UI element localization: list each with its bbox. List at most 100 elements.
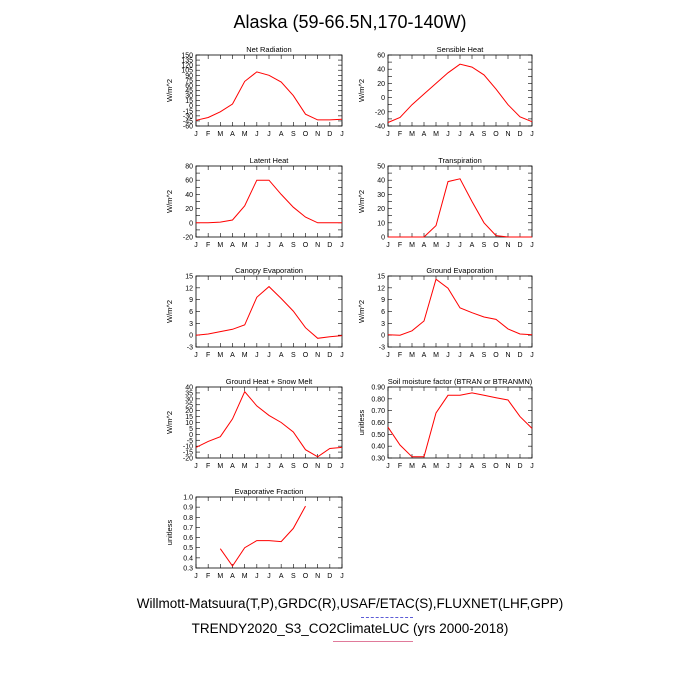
x-tick-label: J xyxy=(340,242,344,249)
x-tick-label: J xyxy=(340,573,344,580)
y-tick-label: 15 xyxy=(377,274,385,281)
x-tick-label: M xyxy=(242,573,248,580)
y-tick-label: 15 xyxy=(185,98,193,105)
x-tick-label: M xyxy=(409,242,415,249)
y-tick-label: 1.0 xyxy=(183,495,193,502)
x-tick-label: N xyxy=(315,131,320,138)
y-tick-label: 9 xyxy=(189,297,193,304)
y-tick-label: 0.50 xyxy=(371,432,385,439)
x-tick-label: N xyxy=(315,242,320,249)
panel-title: Soil moisture factor (BTRAN or BTRANMN) xyxy=(388,377,533,386)
y-tick-label: 75 xyxy=(185,78,193,85)
y-tick-label: 40 xyxy=(185,192,193,199)
y-axis-label: W/m^2 xyxy=(357,79,366,102)
y-tick-label: -10 xyxy=(183,444,193,451)
x-tick-label: S xyxy=(482,463,487,470)
y-axis-label: W/m^2 xyxy=(165,300,174,323)
x-tick-label: J xyxy=(458,131,462,138)
x-tick-label: A xyxy=(279,463,284,470)
x-tick-label: F xyxy=(398,242,402,249)
x-tick-label: J xyxy=(194,573,198,580)
data-series-line xyxy=(219,505,306,567)
y-tick-label: 15 xyxy=(185,414,193,421)
x-tick-label: J xyxy=(267,352,271,359)
plot-frame xyxy=(195,165,343,238)
y-tick-label: -45 xyxy=(183,118,193,125)
x-tick-label: O xyxy=(493,352,499,359)
x-tick-label: A xyxy=(470,242,475,249)
x-tick-label: D xyxy=(327,352,332,359)
x-tick-label: J xyxy=(255,352,259,359)
y-tick-label: -15 xyxy=(183,450,193,457)
y-tick-label: 12 xyxy=(377,285,385,292)
x-tick-label: O xyxy=(303,463,309,470)
x-tick-label: A xyxy=(230,463,235,470)
plot-frame xyxy=(195,54,343,127)
footer-sources: Willmott-Matsuura(T,P),GRDC(R),USAF/ETAC… xyxy=(136,596,564,611)
y-tick-label: 0.5 xyxy=(183,545,193,552)
y-tick-label: 80 xyxy=(185,164,193,171)
panel-title: Net Radiation xyxy=(246,45,291,54)
y-tick-label: 0.3 xyxy=(183,566,193,573)
panel-title: Sensible Heat xyxy=(437,45,485,54)
panel-title: Ground Heat + Snow Melt xyxy=(226,377,313,386)
y-tick-label: 0 xyxy=(189,103,193,110)
x-tick-label: J xyxy=(340,463,344,470)
y-tick-label: 20 xyxy=(377,206,385,213)
x-tick-label: N xyxy=(505,352,510,359)
x-tick-label: D xyxy=(517,242,522,249)
y-tick-label: 0.4 xyxy=(183,555,193,562)
y-tick-label: -5 xyxy=(187,438,193,445)
footer-underline-1 xyxy=(361,617,413,618)
x-tick-label: M xyxy=(433,463,439,470)
y-tick-label: 3 xyxy=(381,321,385,328)
panel-title: Latent Heat xyxy=(250,156,290,165)
plot-frame xyxy=(387,54,533,127)
y-tick-label: 10 xyxy=(377,220,385,227)
x-tick-label: J xyxy=(386,463,390,470)
x-tick-label: A xyxy=(230,131,235,138)
y-tick-label: -20 xyxy=(183,456,193,463)
y-tick-label: 0.9 xyxy=(183,505,193,512)
y-tick-label: 15 xyxy=(185,274,193,281)
x-tick-label: F xyxy=(206,463,210,470)
x-tick-label: A xyxy=(470,352,475,359)
y-tick-label: 20 xyxy=(185,206,193,213)
y-tick-label: -20 xyxy=(375,109,385,116)
x-tick-label: M xyxy=(409,352,415,359)
y-tick-label: 35 xyxy=(185,390,193,397)
y-tick-label: 120 xyxy=(181,63,193,70)
y-tick-label: 0 xyxy=(189,432,193,439)
y-tick-label: 5 xyxy=(189,426,193,433)
y-tick-label: 50 xyxy=(377,164,385,171)
x-tick-label: M xyxy=(433,242,439,249)
y-tick-label: 0.6 xyxy=(183,535,193,542)
y-tick-label: -60 xyxy=(183,124,193,131)
y-tick-label: 40 xyxy=(377,67,385,74)
y-tick-label: 45 xyxy=(185,88,193,95)
y-tick-label: -3 xyxy=(187,345,193,352)
x-tick-label: J xyxy=(340,352,344,359)
x-tick-label: J xyxy=(194,131,198,138)
x-tick-label: J xyxy=(386,131,390,138)
x-tick-label: D xyxy=(327,573,332,580)
x-tick-label: J xyxy=(458,242,462,249)
x-tick-label: M xyxy=(217,463,223,470)
x-tick-label: J xyxy=(446,242,450,249)
x-tick-label: M xyxy=(217,242,223,249)
y-tick-label: 0 xyxy=(381,95,385,102)
data-series-line xyxy=(195,285,343,339)
y-tick-label: 0.40 xyxy=(371,444,385,451)
x-tick-label: J xyxy=(458,352,462,359)
x-tick-label: F xyxy=(398,463,402,470)
y-tick-label: 0 xyxy=(381,235,385,242)
y-tick-label: 0.8 xyxy=(183,515,193,522)
x-tick-label: M xyxy=(217,352,223,359)
x-tick-label: N xyxy=(315,573,320,580)
plot-frame xyxy=(387,165,533,238)
plot-frame xyxy=(387,386,533,459)
x-tick-label: J xyxy=(194,352,198,359)
y-tick-label: -20 xyxy=(183,235,193,242)
y-tick-label: 40 xyxy=(377,178,385,185)
